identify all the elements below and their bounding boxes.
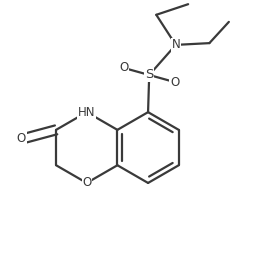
Text: O: O [170,76,179,89]
Text: O: O [17,132,26,145]
Text: HN: HN [78,106,95,119]
Text: O: O [82,177,91,189]
Text: N: N [171,38,180,51]
Text: S: S [145,69,153,82]
Text: O: O [119,61,128,74]
